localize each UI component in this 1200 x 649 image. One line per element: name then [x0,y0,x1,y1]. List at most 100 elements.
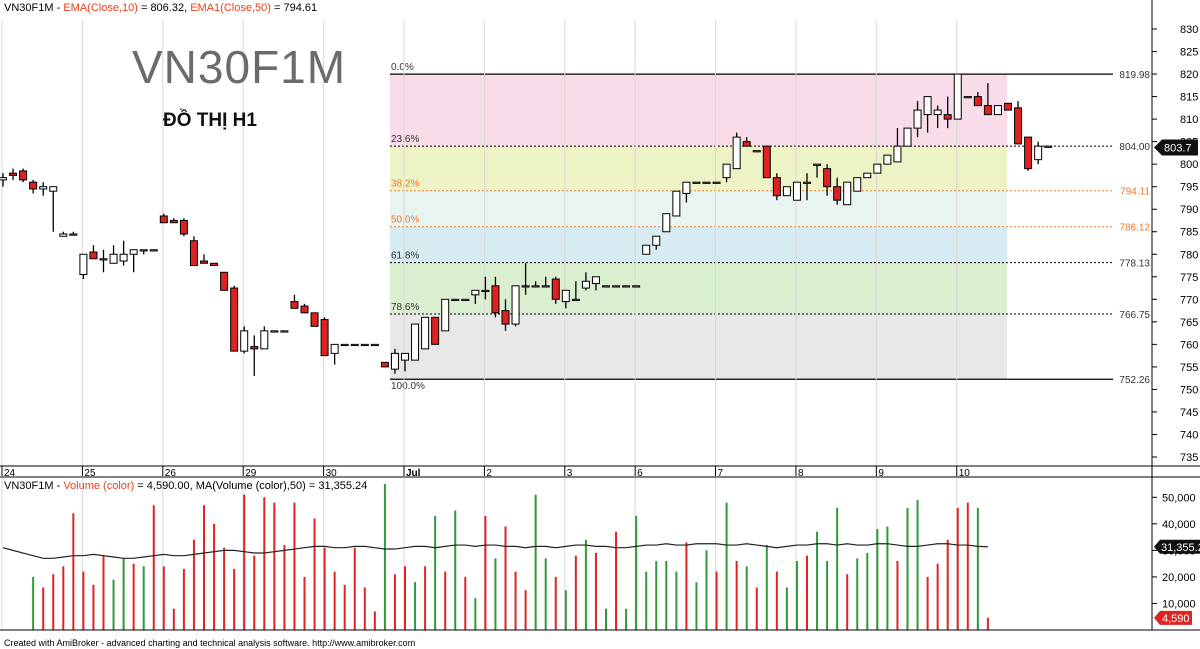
candle-body [792,181,801,201]
candle-body [471,289,480,296]
fib-pct-label: 61.8% [391,251,419,262]
candle-body [602,285,610,288]
candle-body [1004,102,1012,111]
header-ema50-label: EMA1(Close,50) [190,2,271,14]
date-label: 10 [959,468,971,479]
fib-price-label: 794.11 [1120,187,1150,198]
candle-body [963,96,972,99]
volume-axis-label: 20,000 [1162,572,1196,584]
candle-body [320,319,329,357]
fib-pct-label: 100.0% [391,381,425,392]
price-axis-label: 790 [1180,204,1198,216]
last-volume-tag [1154,610,1192,625]
price-axis-label: 785 [1180,227,1198,239]
candle-body [973,96,982,107]
price-axis-label: 735 [1180,452,1198,464]
candle-body [662,213,671,233]
volume-value: 4,590.00 [146,480,190,492]
candle-body [1014,107,1023,145]
candle-body [1044,145,1053,148]
candle-body [19,170,28,181]
candle-body [250,346,259,350]
fib-zone-5 [390,313,1007,380]
candle-body [531,285,540,288]
candle-body [983,105,992,116]
candle-body [69,233,78,236]
last-price-tag [1154,139,1198,156]
candle-body [642,244,651,255]
fib-price-label: 804.00 [1119,142,1150,153]
candle-body [59,233,68,237]
candle-body [159,215,168,224]
candle-body [210,262,219,267]
date-label: 25 [84,468,96,479]
candle-body [9,172,18,176]
candle-body [722,163,731,179]
candle-body [903,127,912,147]
candle-body [672,190,681,217]
fib-price-label: 786.12 [1119,223,1150,234]
candle-body [762,145,771,179]
volume-axis-label: 50,000 [1162,492,1196,504]
volume-axis-label: 10,000 [1162,598,1196,610]
candle-body [179,219,188,235]
date-label: 3 [567,468,573,479]
date-label: 2 [486,468,492,479]
candle-body [290,301,299,309]
candle-body [612,285,621,288]
candle-body [652,235,661,246]
date-label: 24 [4,468,16,479]
candle-body [702,181,711,184]
candle-body [993,105,1002,116]
candle-body [923,96,932,116]
fib-zone-1 [390,146,1007,191]
candle-body [99,258,108,261]
fib-pct-label: 0.0% [391,62,414,73]
price-axis-label: 750 [1180,384,1198,396]
candle-body [933,109,942,116]
candle-body [89,251,98,260]
candle-body [169,219,178,224]
fib-price-label: 819.98 [1119,70,1150,81]
price-header: VN30F1M - EMA(Close,10) = 806.32, EMA1(C… [4,2,318,14]
fib-price-label: 766.75 [1119,310,1150,321]
date-label: 29 [245,468,257,479]
candle-body [139,249,148,252]
candle-body [551,278,560,300]
price-axis-label: 830 [1180,24,1198,36]
candle-body [129,249,138,255]
price-axis-label: 795 [1180,182,1198,194]
candle-body [230,287,239,352]
volume-symbol: VN30F1M [4,480,54,492]
candle-body [330,343,339,354]
candle-body [712,181,721,184]
candle-body [511,285,520,325]
candle-body [823,168,832,188]
candle-body [561,289,570,303]
candle-body [79,253,88,276]
last-volume-tag-text: 4,590 [1162,613,1190,625]
volume-ma-tag-text: 31,355.2 [1161,542,1200,554]
candle-body [953,73,962,120]
footer-credit: Created with AmiBroker - advanced charti… [4,638,416,648]
price-axis-label: 800 [1180,159,1198,171]
candle-body [752,150,761,153]
price-axis-label: 770 [1180,294,1198,306]
candle-body [813,163,822,166]
volume-axis-label: 40,000 [1162,519,1196,531]
candle-body [451,298,460,302]
candle-body [340,343,349,347]
candle-body [0,177,7,181]
price-axis-label: 810 [1180,114,1198,126]
candle-body [49,186,58,192]
candle-body [893,145,902,163]
volume-ma-line [2,543,988,559]
candle-body [853,177,862,192]
candle-body [380,361,389,368]
candle-body [200,260,208,264]
date-label: 7 [718,468,724,479]
candle-body [1034,145,1043,161]
candle-body [149,249,158,252]
header-ema10-label: EMA(Close,10) [63,2,138,14]
